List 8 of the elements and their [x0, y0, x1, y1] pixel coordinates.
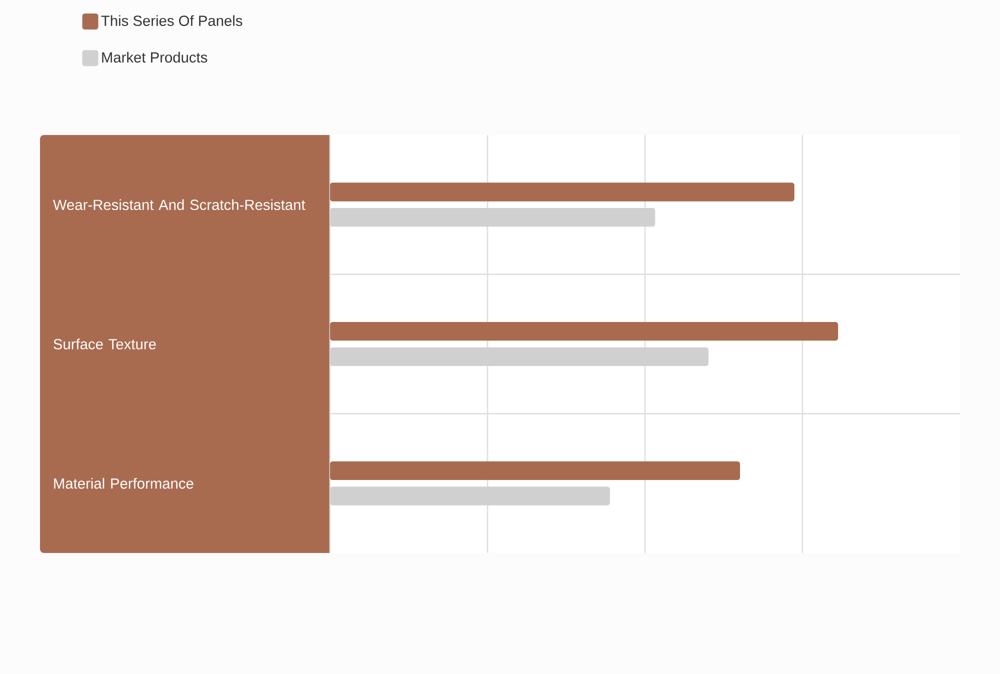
y-tick-label: Wear-Resistant And Scratch-Resistant — [53, 199, 306, 210]
y-tick-label: Material Performance — [54, 478, 194, 489]
legend-label: Market Products — [102, 52, 208, 63]
legend-label: This Series Of Panels — [101, 15, 242, 26]
bar — [330, 486, 610, 506]
y-tick-label: Surface Texture — [54, 338, 156, 350]
bar — [330, 347, 709, 366]
bar — [330, 208, 656, 227]
